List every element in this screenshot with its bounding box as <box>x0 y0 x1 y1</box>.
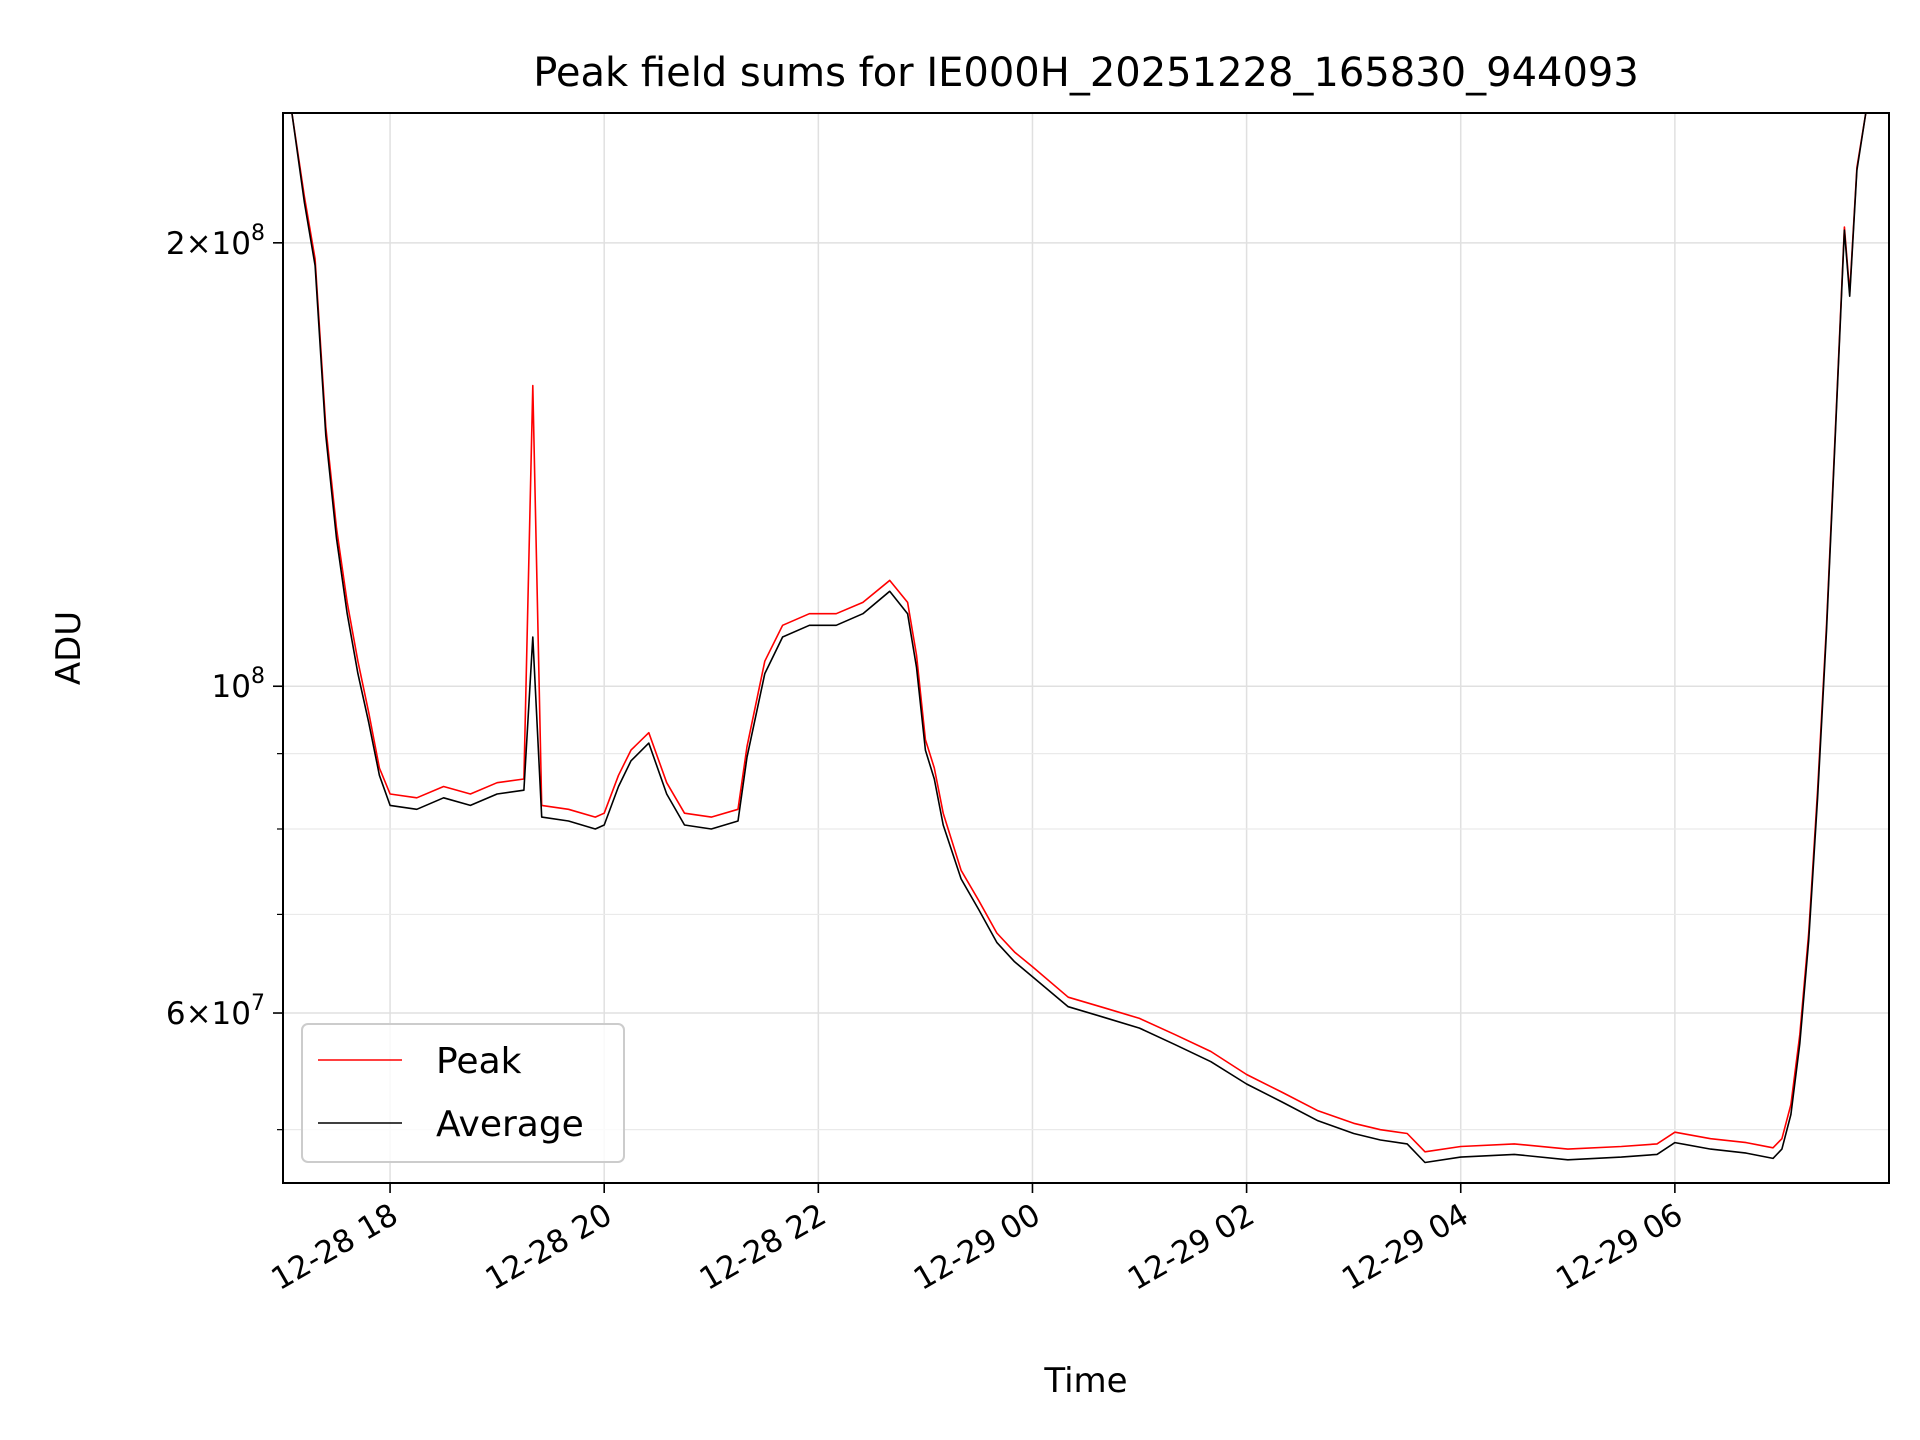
y-tick-label: 6×107 <box>166 991 265 1032</box>
grid-lines <box>283 113 1889 1183</box>
plot-frame <box>282 112 1890 1184</box>
series-lines <box>291 113 1867 1164</box>
y-axis-ticks: 6×107 108 2×108 <box>166 221 283 1131</box>
legend-label-peak: Peak <box>436 1041 522 1082</box>
x-axis-label: Time <box>1043 1361 1127 1401</box>
y-axis-label: ADU <box>49 611 89 685</box>
legend: Peak Average <box>301 1023 625 1163</box>
series-line-average <box>291 113 1867 1164</box>
y-tick-label: 2×108 <box>166 221 265 262</box>
chart-title: Peak field sums for IE000H_20251228_1658… <box>533 50 1639 96</box>
legend-box <box>301 1023 625 1163</box>
legend-label-average: Average <box>436 1104 584 1145</box>
y-tick-label: 108 <box>212 664 265 705</box>
series-line-peak <box>291 113 1867 1153</box>
